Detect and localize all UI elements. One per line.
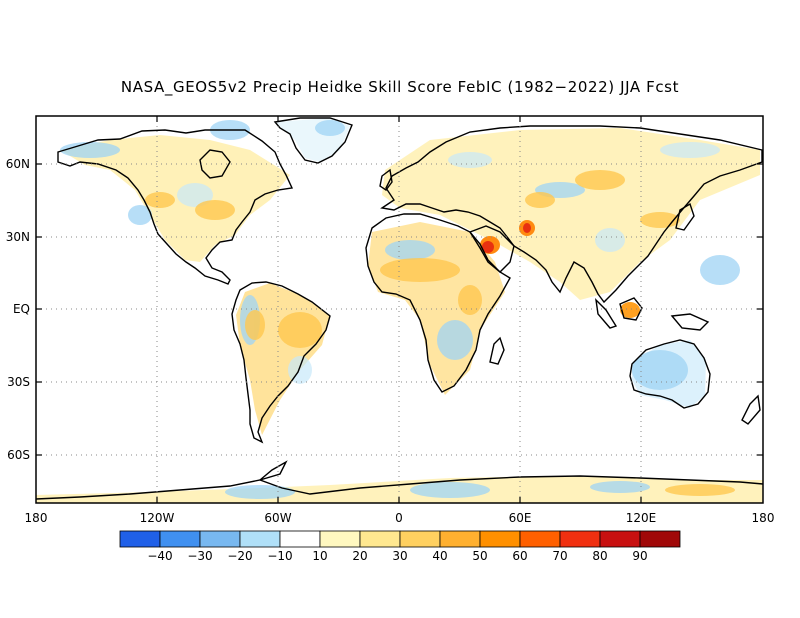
coastlines [36,117,763,500]
coast-north-america [57,129,294,285]
coast-eurasia [380,125,763,304]
y-tick-marks [36,163,763,456]
ytick-eq: EQ [13,302,30,316]
colorbar-label: 60 [512,549,527,563]
colorbar-label: 30 [392,549,407,563]
x-tick-marks [156,116,642,503]
colorbar [119,530,681,548]
colorbar-swatch [119,530,161,548]
map-title: NASA_GEOS5v2 Precip Heidke Skill Score F… [120,78,680,96]
colorbar-label: 40 [432,549,447,563]
colorbar-swatch [319,530,361,548]
xtick-120w: 120W [140,511,175,525]
skill-shading [36,118,763,503]
light-negative-patches [177,142,720,384]
colorbar-swatch [359,530,401,548]
coast-hudson-bay [199,149,231,179]
coast-new-guinea [670,313,710,331]
colorbar-label: 90 [632,549,647,563]
x-tick-labels: 180 120W 60W 0 60E 120E 180 [25,511,775,525]
colorbar-swatch [519,530,561,548]
ytick-60s: 60S [7,448,30,462]
xtick-0: 0 [395,511,403,525]
gridlines [36,116,763,503]
coast-japan [675,202,695,231]
colorbar-label: 70 [552,549,567,563]
coast-arabia [468,225,515,273]
ytick-30s: 30S [7,375,30,389]
colorbar-label: 50 [472,549,487,563]
colorbar-swatch [559,530,601,548]
coast-madagascar [489,336,505,365]
ytick-30n: 30N [6,230,30,244]
coast-australia [629,339,711,409]
coast-south-america [231,281,331,444]
ytick-60n: 60N [6,157,30,171]
colorbar-labels: −40 −30 −20 −10 10 20 30 40 50 60 70 80 90 [147,549,647,563]
colorbar-label: −10 [267,549,292,563]
coast-new-zealand [741,394,761,425]
colorbar-swatch [439,530,481,548]
strong-skill-spots [480,220,640,318]
colorbar-label: −20 [227,549,252,563]
colorbar-swatch [159,530,201,548]
colorbar-label: 10 [312,549,327,563]
coast-africa [365,213,511,393]
xtick-180w: 180 [25,511,48,525]
colorbar-swatch [279,530,321,548]
colorbar-swatch [599,530,641,548]
xtick-120e: 120E [626,511,657,525]
coast-greenland [273,117,353,164]
colorbar-swatch [399,530,441,548]
positive-skill-patches [145,170,735,496]
coast-britain [379,168,393,191]
shade-antarctica [36,476,763,503]
coast-borneo [619,297,643,321]
xtick-60e: 60E [509,511,532,525]
colorbar-label: −30 [187,549,212,563]
y-tick-labels: 60N 30N EQ 30S 60S [6,157,30,462]
xtick-60w: 60W [264,511,291,525]
colorbar-swatch [239,530,281,548]
colorbar-label: −40 [147,549,172,563]
shade-eurasia [382,128,760,300]
colorbar-label: 80 [592,549,607,563]
colorbar-swatch [479,530,521,548]
coast-antarctic-peninsula [259,460,288,481]
colorbar-swatch [199,530,241,548]
coast-antarctica [36,475,763,500]
colorbar-label: 20 [352,549,367,563]
xtick-180e: 180 [752,511,775,525]
coast-sumatra [595,298,618,329]
colorbar-swatch [639,530,681,548]
shade-north-america [60,135,290,262]
